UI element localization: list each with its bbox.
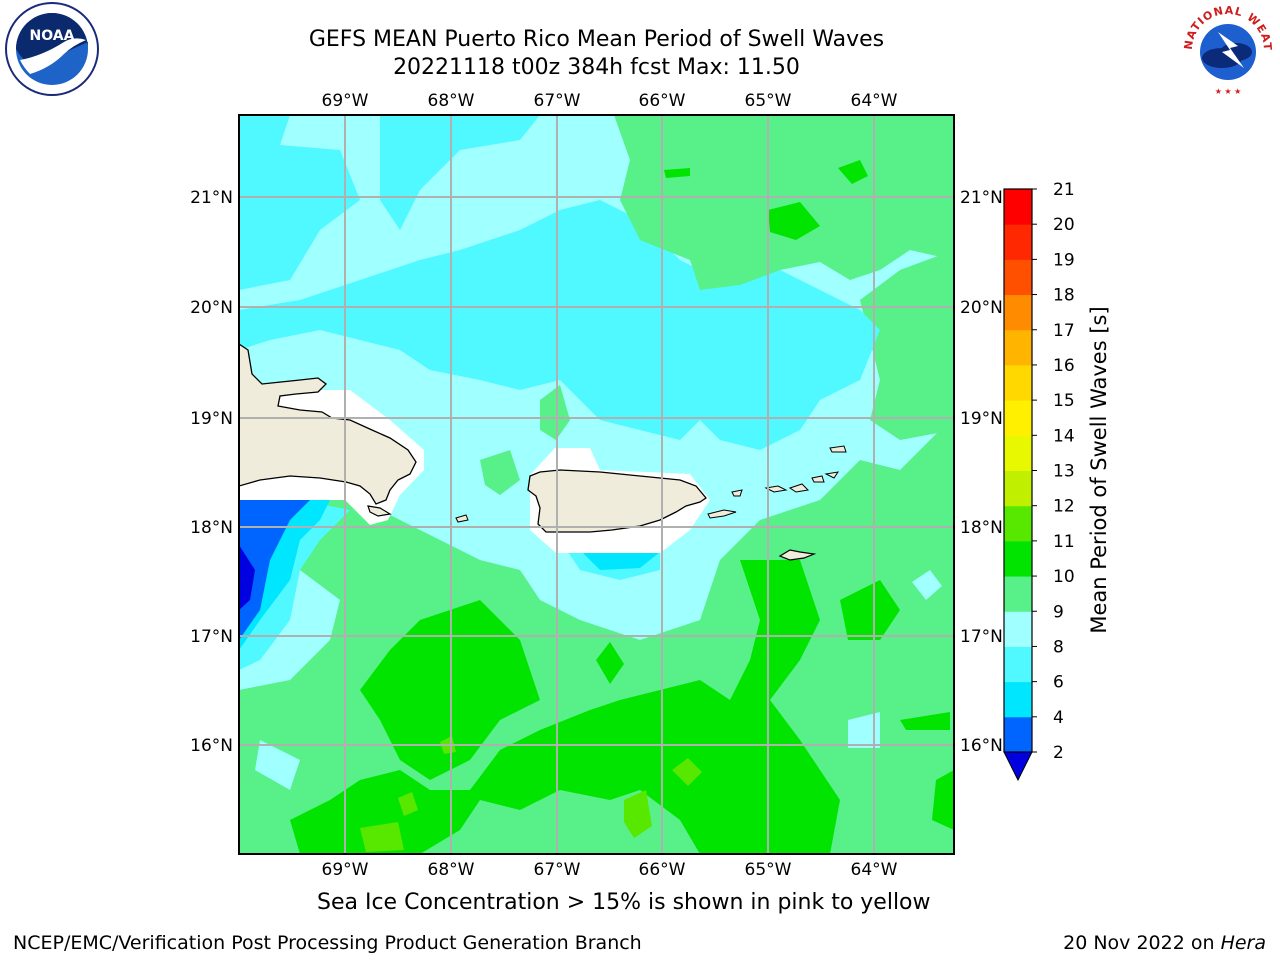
lat-label-left: 20°N — [190, 298, 233, 318]
lat-label-left: 18°N — [190, 518, 233, 538]
graticule — [239, 115, 954, 854]
lat-label-left: 16°N — [190, 736, 233, 756]
colorbar-segment — [1004, 611, 1032, 647]
colorbar-tick-label: 10 — [1053, 567, 1075, 587]
lon-label-bottom: 67°W — [534, 860, 581, 880]
colorbar-segment — [1004, 681, 1032, 718]
st-croix-island — [778, 549, 817, 561]
footer-date: 20 Nov 2022 on Hera — [1063, 932, 1266, 954]
colorbar-tick-label: 16 — [1053, 356, 1075, 376]
colorbar-segment — [1004, 400, 1032, 436]
colorbar-segment — [1004, 294, 1032, 331]
colorbar-segment — [1004, 576, 1032, 612]
lat-label-right: 17°N — [960, 627, 1003, 647]
colorbar-extend-arrow — [1003, 751, 1033, 782]
map-frame — [238, 114, 955, 855]
contour-field — [239, 115, 954, 854]
footer-date-text: 20 Nov 2022 on — [1063, 932, 1221, 954]
colorbar-label: Mean Period of Swell Waves [s] — [1087, 306, 1111, 633]
lon-label-top: 65°W — [745, 91, 792, 111]
lon-label-bottom: 68°W — [428, 860, 475, 880]
lat-label-left: 17°N — [190, 627, 233, 647]
lat-label-right: 21°N — [960, 188, 1003, 208]
svg-text:★ ★ ★: ★ ★ ★ — [1215, 87, 1242, 96]
colorbar-tick-label: 14 — [1053, 426, 1075, 446]
colorbar-tick-label: 9 — [1053, 602, 1064, 622]
map-title-line2: 20221118 t00z 384h fcst Max: 11.50 — [393, 55, 800, 80]
lat-label-right: 19°N — [960, 409, 1003, 429]
lat-label-right: 20°N — [960, 298, 1003, 318]
colorbar-tick-label: 18 — [1053, 286, 1075, 306]
lat-label-left: 19°N — [190, 409, 233, 429]
colorbar-segment — [1004, 505, 1032, 542]
lon-label-bottom: 69°W — [322, 860, 369, 880]
colorbar-tick-label: 4 — [1053, 708, 1064, 728]
sea-ice-caption: Sea Ice Concentration > 15% is shown in … — [317, 890, 931, 915]
colorbar-tick-label: 11 — [1053, 532, 1075, 552]
colorbar-segment — [1004, 224, 1032, 260]
colorbar-tick-label: 2 — [1053, 743, 1064, 763]
colorbar-tick-label: 21 — [1053, 180, 1075, 200]
colorbar-segment — [1004, 435, 1032, 471]
colorbar-segment — [1004, 716, 1032, 753]
footer-machine: Hera — [1220, 932, 1266, 954]
lon-label-top: 69°W — [322, 91, 369, 111]
colorbar-segment — [1004, 259, 1032, 296]
colorbar-segment — [1004, 329, 1032, 366]
axis-labels: 69°W 68°W 67°W 66°W 65°W 64°W 69°W 68°W … — [190, 91, 1003, 880]
lat-label-left: 21°N — [190, 188, 233, 208]
colorbar-tick-label: 17 — [1053, 321, 1075, 341]
map-title-line1: GEFS MEAN Puerto Rico Mean Period of Swe… — [308, 27, 885, 52]
colorbar-segment — [1004, 364, 1032, 401]
colorbar-tick-label: 12 — [1053, 497, 1075, 517]
noaa-logo: NOAA — [2, 2, 102, 98]
colorbar-tick-label: 13 — [1053, 462, 1075, 482]
colorbar-segment — [1004, 189, 1032, 225]
lon-label-top: 64°W — [851, 91, 898, 111]
colorbar-tick-label: 8 — [1053, 637, 1064, 657]
colorbar-tick-label: 20 — [1053, 215, 1075, 235]
lon-label-top: 66°W — [639, 91, 686, 111]
footer-branch: NCEP/EMC/Verification Post Processing Pr… — [13, 932, 642, 954]
lat-label-right: 16°N — [960, 736, 1003, 756]
lon-label-bottom: 66°W — [639, 860, 686, 880]
colorbar-segment — [1004, 646, 1032, 683]
lat-label-right: 18°N — [960, 518, 1003, 538]
noaa-logo-text: NOAA — [30, 28, 75, 44]
lon-label-bottom: 64°W — [851, 860, 898, 880]
colorbar-tick-label: 6 — [1053, 673, 1064, 693]
national-weather-service-logo: NATIONAL WEATHER SERVICE ★ ★ ★ — [1173, 0, 1278, 100]
colorbar: 2 4 6 8 9 10 11 12 13 14 15 16 17 18 19 20 21 — [1003, 180, 1075, 782]
colorbar-segment — [1004, 470, 1032, 507]
hispaniola-landmass — [239, 343, 417, 505]
lon-label-bottom: 65°W — [745, 860, 792, 880]
colorbar-tick-label: 19 — [1053, 250, 1075, 270]
lon-label-top: 68°W — [428, 91, 475, 111]
colorbar-segment — [1004, 540, 1032, 577]
lon-label-top: 67°W — [534, 91, 581, 111]
colorbar-tick-label: 15 — [1053, 391, 1075, 411]
